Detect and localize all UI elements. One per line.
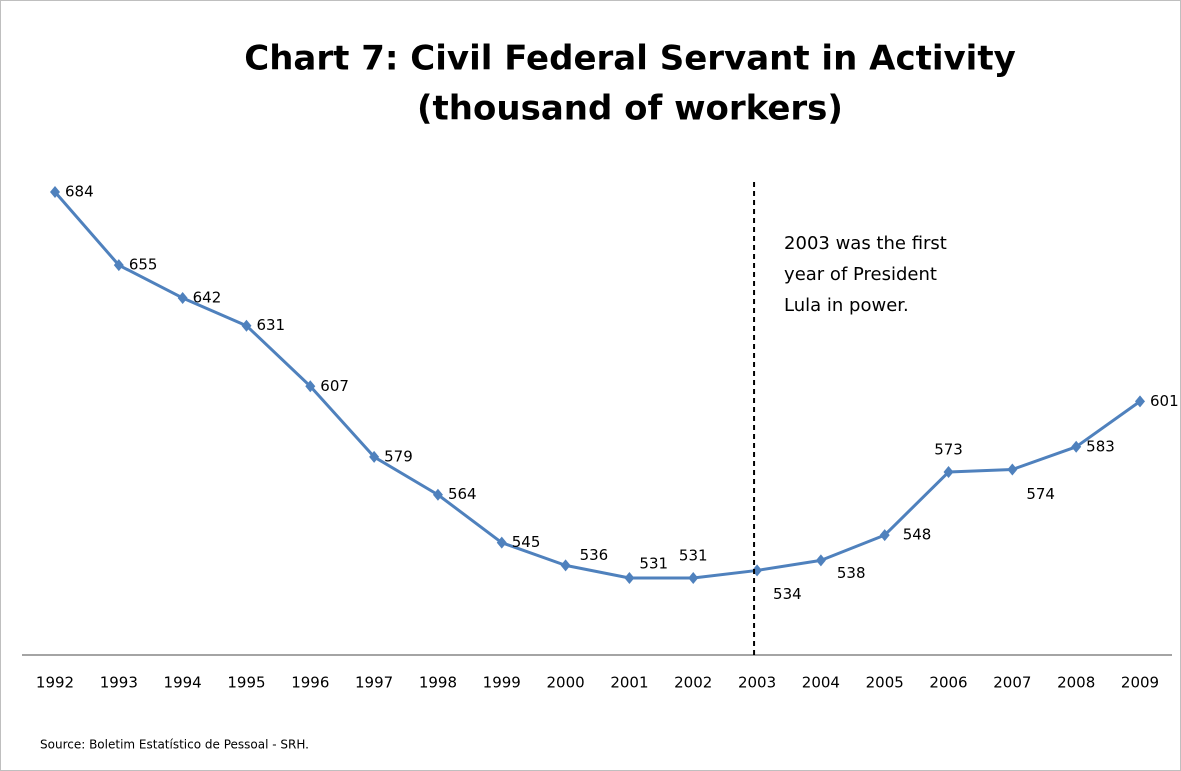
data-label: 579	[384, 447, 413, 465]
x-tick-label: 1992	[36, 674, 74, 692]
data-label: 574	[1026, 485, 1055, 503]
data-label: 583	[1086, 437, 1115, 455]
data-point	[688, 572, 699, 584]
x-tick-label: 1999	[483, 674, 521, 692]
data-point	[1071, 440, 1082, 453]
data-point	[113, 259, 124, 272]
data-point	[943, 466, 954, 479]
data-point	[177, 291, 188, 304]
data-label: 545	[512, 533, 541, 551]
data-label: 631	[256, 316, 285, 334]
data-label: 531	[679, 547, 708, 565]
data-point	[560, 559, 571, 572]
annotation-text: Lula in power.	[784, 295, 909, 316]
x-tick-label: 1993	[100, 674, 138, 692]
x-tick-label: 2000	[546, 674, 584, 692]
data-point	[496, 536, 507, 549]
data-point	[369, 450, 380, 463]
data-label: 534	[773, 585, 802, 603]
x-tick-label: 2005	[866, 674, 904, 692]
chart-title: Chart 7: Civil Federal Servant in Activi…	[244, 39, 1016, 79]
x-tick-label: 2008	[1057, 674, 1095, 692]
data-label: 538	[837, 564, 866, 582]
x-tick-label: 1995	[227, 674, 265, 692]
x-tick-label: 2006	[929, 674, 967, 692]
data-label: 531	[639, 555, 668, 573]
data-point	[241, 319, 252, 332]
data-point	[815, 554, 826, 567]
x-tick-label: 1996	[291, 674, 329, 692]
data-label: 642	[193, 288, 222, 306]
data-label: 548	[903, 526, 932, 544]
x-tick-label: 2007	[993, 674, 1031, 692]
data-point	[50, 186, 60, 198]
chart-subtitle: (thousand of workers)	[417, 89, 843, 129]
data-point	[305, 380, 316, 393]
data-label: 573	[934, 441, 963, 459]
x-tick-label: 1998	[419, 674, 457, 692]
x-tick-label: 2009	[1121, 674, 1159, 692]
x-tick-label: 2004	[802, 674, 840, 692]
x-tick-label: 2001	[610, 674, 648, 692]
x-tick-label: 1997	[355, 674, 393, 692]
data-label: 564	[448, 485, 477, 503]
source-note: Source: Boletim Estatístico de Pessoal -…	[40, 738, 309, 752]
series-line	[53, 191, 1141, 580]
data-label: 536	[580, 546, 609, 564]
data-point	[432, 488, 443, 501]
x-tick-label: 2003	[738, 674, 776, 692]
annotation-text: year of President	[784, 264, 937, 285]
annotation-text: 2003 was the first	[784, 233, 947, 254]
data-label: 601	[1150, 392, 1179, 410]
x-tick-label: 2002	[674, 674, 712, 692]
data-label: 655	[129, 256, 158, 274]
x-tick-label: 1994	[164, 674, 202, 692]
data-point	[624, 572, 635, 584]
data-point	[1007, 463, 1018, 476]
data-point	[1135, 395, 1145, 408]
data-label: 684	[65, 183, 94, 201]
data-point	[879, 529, 890, 542]
data-label: 607	[320, 377, 349, 395]
